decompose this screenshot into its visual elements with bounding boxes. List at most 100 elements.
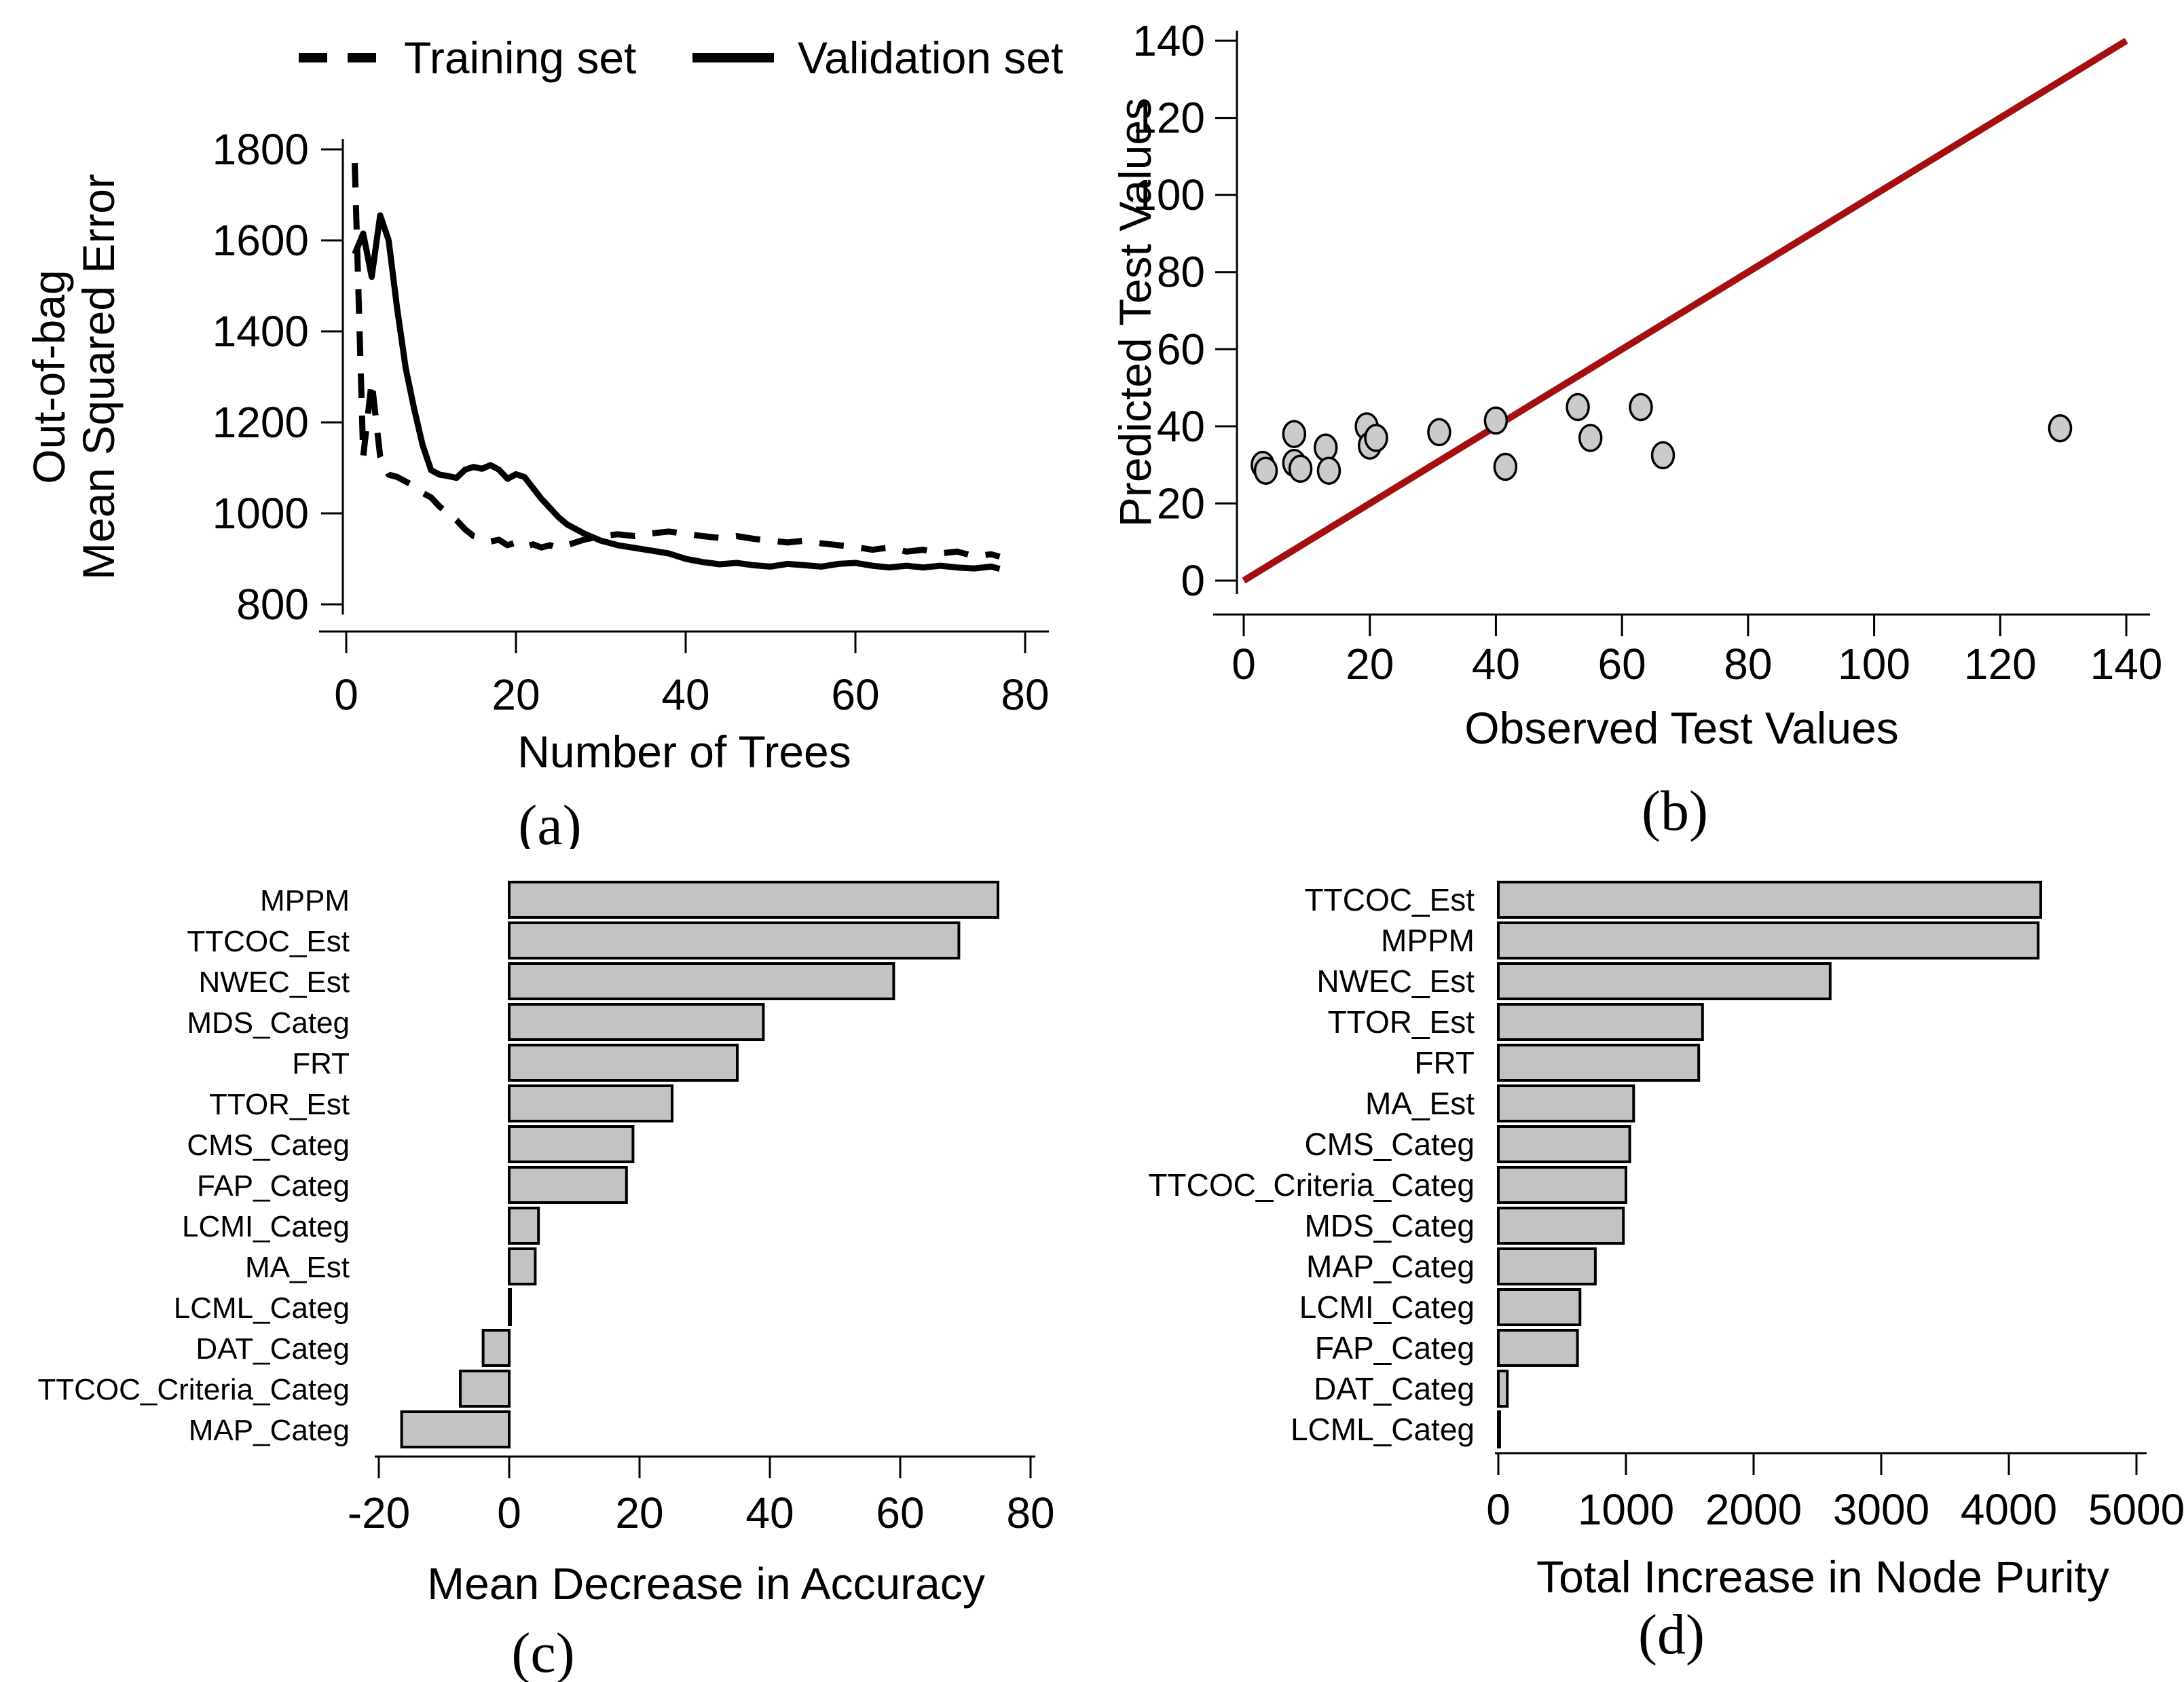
scatter-point [1253,456,1278,485]
y-tick-label: 140 [1132,16,1205,65]
x-tick-label: 20 [1346,640,1394,689]
y-tick-label: 0 [1181,556,1205,605]
category-label-lcmi-categ: LCMI_Categ [182,1210,350,1243]
bar-ttcoc-est [508,921,961,959]
validation-set-line [352,212,1001,572]
bar-ma-est [1497,1084,1635,1122]
panel-caption-a: (a) [518,794,581,849]
x-tick-label: 140 [2090,640,2163,689]
y-tick-label: 80 [1157,248,1205,297]
x-tick-label: 40 [745,1488,794,1537]
x-tick-label: 100 [1838,640,1910,689]
scatter-point [1493,452,1518,481]
scatter-point [1316,456,1341,485]
x-tick-label: 0 [1486,1485,1511,1534]
category-label-frt: FRT [1414,1045,1475,1080]
panel-caption-d: (d) [1638,1603,1705,1666]
category-label-ma-est: MA_Est [1365,1086,1475,1121]
y-axis-label: Predicted Test Values [1110,98,1160,527]
bar-lcmi-categ [508,1207,540,1245]
category-label-ttor-est: TTOR_Est [1328,1004,1475,1040]
x-tick-label: 80 [1724,640,1772,689]
training-set-line [352,162,1001,560]
bar-cms-categ [508,1125,635,1163]
scatter-point [1566,392,1590,422]
x-tick-label: 80 [1006,1488,1054,1537]
y-tick-label: 1000 [212,489,309,538]
bar-map-categ [1497,1247,1597,1285]
bar-ttcoc-criteria-categ [459,1370,511,1408]
bar-nwec-est [508,962,895,1000]
x-tick-label: 4000 [1961,1485,2057,1534]
y-tick-label: 1800 [212,125,309,174]
scatter-point [1578,424,1603,452]
x-axis-label: Mean Decrease in Accuracy [427,1558,985,1609]
y-tick-label: 40 [1157,402,1205,451]
bar-ma-est [508,1247,537,1285]
category-label-lcml-categ: LCML_Categ [1291,1412,1475,1447]
x-tick-label: 20 [615,1488,663,1537]
category-label-lcml-categ: LCML_Categ [174,1292,350,1325]
y-tick-label: 800 [236,580,309,629]
panel-caption-b: (b) [1642,780,1708,843]
bar-nwec-est [1497,962,1832,1000]
category-label-ttcoc-est: TTCOC_Est [1305,882,1475,917]
y-axis-label-line1: Out-of-bag [24,270,74,484]
category-label-dat-categ: DAT_Categ [1314,1371,1475,1406]
x-tick-label: 5000 [2088,1485,2184,1534]
bar-ttor-est [1497,1003,1704,1041]
category-label-ttor-est: TTOR_Est [209,1088,350,1121]
x-tick-label: 3000 [1833,1485,1929,1534]
bar-ttcoc-criteria-categ [1497,1166,1627,1204]
category-label-map-categ: MAP_Categ [1306,1249,1475,1284]
bar-mppm [508,881,999,919]
legend-validation-label: Validation set [798,33,1063,83]
category-label-nwec-est: NWEC_Est [1316,964,1475,999]
category-label-fap-categ: FAP_Categ [197,1169,350,1203]
category-label-frt: FRT [292,1047,350,1080]
category-label-cms-categ: CMS_Categ [1304,1127,1475,1162]
category-label-dat-categ: DAT_Categ [196,1332,350,1366]
x-axis-label: Total Increase in Node Purity [1536,1552,2109,1602]
panel-b-predicted-vs-observed-scatter: 0 20 40 60 80 100 120 140 Predicted Test Values 0… [1110,16,2163,843]
bar-dat-categ [481,1329,511,1367]
panel-d-node-purity-bars: TTCOC_Est MPPM NWEC_Est TTOR_Est FRT MA_Est CM… [1148,881,2184,1666]
y-tick-label: 120 [1132,94,1205,143]
x-tick-label: 2000 [1705,1485,1802,1534]
x-tick-label: 60 [876,1488,924,1537]
scatter-point [1629,392,1653,422]
panel-c-mean-decrease-accuracy-bars: MPPM TTCOC_Est NWEC_Est MDS_Categ FRT TTOR_Es… [37,881,1055,1682]
bar-fap-categ [508,1166,628,1204]
x-tick-label: 0 [1232,640,1256,689]
category-label-nwec-est: NWEC_Est [199,966,350,999]
legend-training-label: Training set [404,33,636,83]
y-tick-label: 1600 [212,216,309,265]
category-label-mds-categ: MDS_Categ [1304,1208,1475,1243]
x-tick-label: 1000 [1578,1485,1674,1534]
bar-ttor-est [508,1084,673,1122]
bar-lcml-categ [508,1288,512,1326]
x-tick-label: 120 [1964,640,2037,689]
scatter-point [1427,418,1451,447]
x-tick-label: 0 [334,670,358,719]
scatter-point [1282,420,1307,448]
bar-dat-categ [1497,1370,1509,1408]
y-tick-label: 100 [1132,170,1205,219]
category-label-ttcoc-est: TTCOC_Est [187,925,350,958]
category-label-ma-est: MA_Est [245,1251,350,1284]
panel-caption-c: (c) [511,1622,574,1682]
x-tick-label: 0 [497,1488,521,1537]
y-tick-label: 20 [1157,479,1205,528]
bar-lcml-categ [1497,1410,1501,1448]
bar-cms-categ [1497,1125,1631,1163]
category-label-lcmi-categ: LCMI_Categ [1299,1290,1475,1325]
x-tick-label: 80 [1001,670,1049,719]
x-tick-label: -20 [348,1488,411,1537]
scatter-point [1483,406,1509,435]
bar-frt [1497,1044,1701,1082]
scatter-point [1650,441,1676,470]
category-label-ttcoc-criteria-categ: TTCOC_Criteria_Categ [37,1373,350,1406]
category-label-ttcoc-criteria-categ: TTCOC_Criteria_Categ [1148,1167,1475,1203]
bar-mds-categ [508,1003,765,1041]
bar-fap-categ [1497,1329,1579,1367]
